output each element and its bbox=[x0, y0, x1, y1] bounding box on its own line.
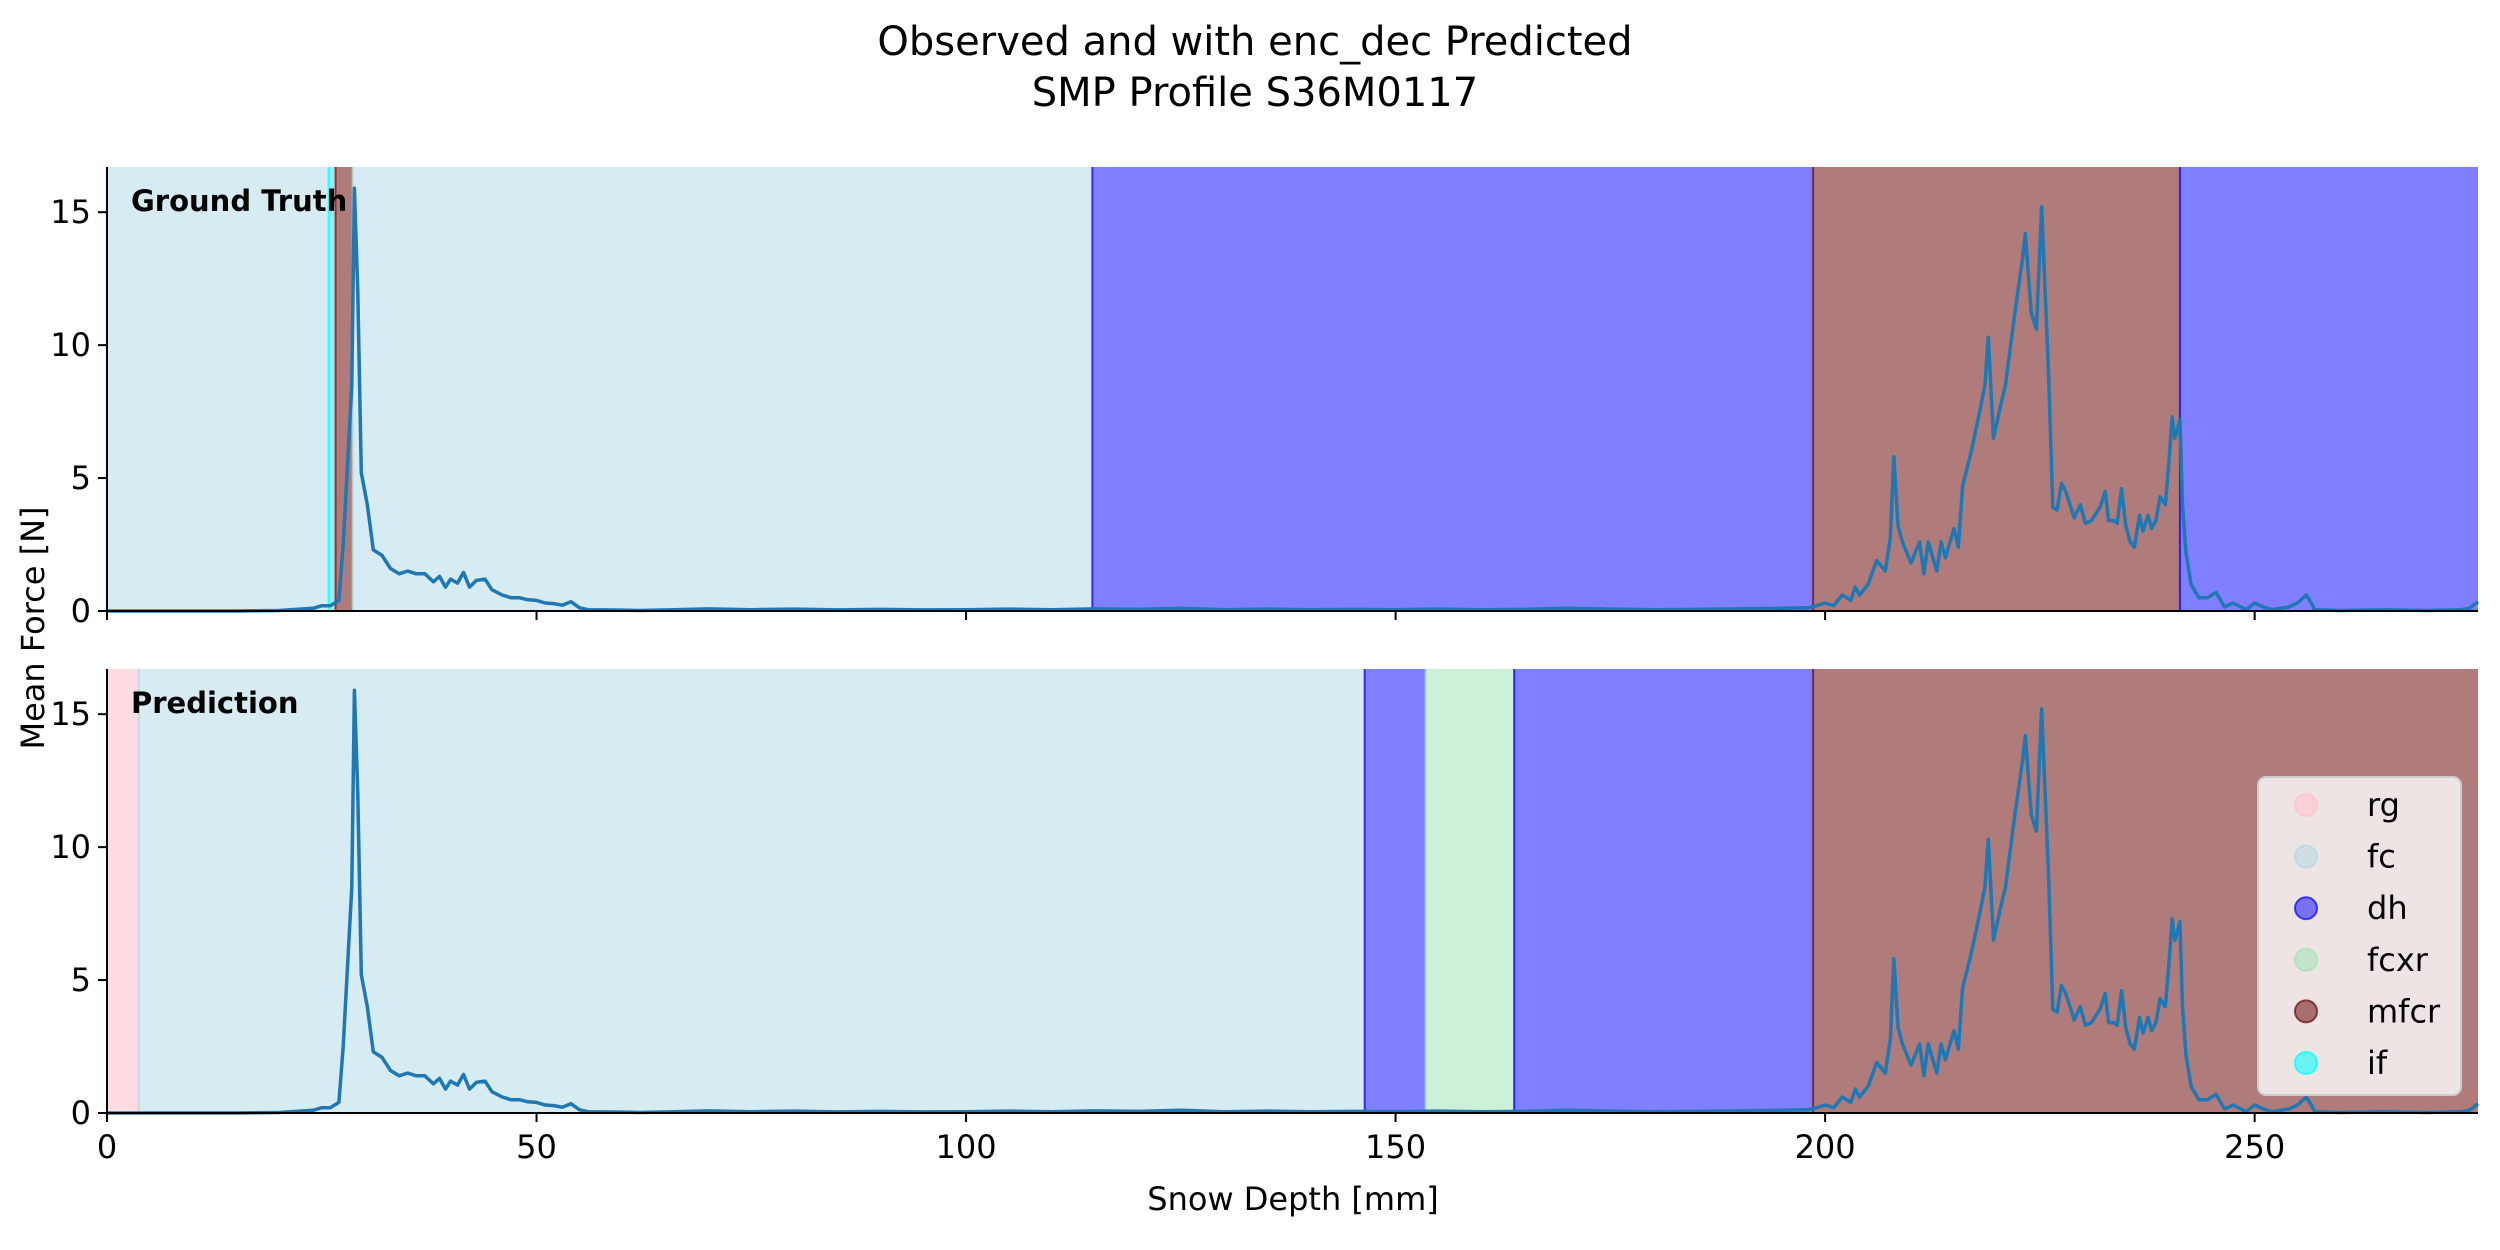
class-span-fc bbox=[352, 167, 1093, 611]
y-tick-label: 5 bbox=[71, 459, 91, 497]
class-span-mfcr bbox=[335, 167, 353, 611]
y-tick-label: 5 bbox=[71, 961, 91, 999]
panel-label: Prediction bbox=[131, 686, 299, 720]
class-span-fc bbox=[107, 167, 329, 611]
x-tick-label: 0 bbox=[97, 1128, 117, 1166]
x-tick-label: 100 bbox=[936, 1128, 997, 1166]
legend-marker-rg bbox=[2294, 793, 2318, 817]
panel-label: Ground Truth bbox=[131, 184, 347, 218]
legend-marker-fcxr bbox=[2294, 947, 2318, 972]
x-tick-label: 50 bbox=[516, 1128, 557, 1166]
class-span-dh bbox=[1514, 669, 1814, 1113]
class-span-fcxr bbox=[1425, 669, 1515, 1113]
x-tick-label: 200 bbox=[1795, 1128, 1856, 1166]
legend-marker-fc bbox=[2294, 844, 2318, 869]
y-tick-label: 15 bbox=[50, 695, 91, 733]
y-tick-label: 10 bbox=[50, 828, 91, 866]
legend-label-fc: fc bbox=[2367, 838, 2396, 876]
class-span-fc bbox=[138, 669, 1365, 1113]
legend-marker-dh bbox=[2294, 896, 2318, 921]
force-series-line bbox=[107, 186, 2480, 613]
y-tick-label: 0 bbox=[71, 1094, 91, 1132]
x-tick-label: 150 bbox=[1365, 1128, 1426, 1166]
legend-marker-mfcr bbox=[2294, 999, 2318, 1024]
class-span-dh bbox=[1364, 669, 1426, 1113]
legend: rg fc dh fcxr mfcr if bbox=[2257, 776, 2462, 1096]
chart-title-line-2: SMP Profile S36M0117 bbox=[1032, 70, 1478, 116]
class-span-fc bbox=[332, 167, 336, 611]
y-tick-label: 0 bbox=[71, 592, 91, 630]
class-span-mfcr bbox=[1813, 167, 2180, 611]
y-axis-label: Mean Force [N] bbox=[14, 506, 52, 749]
legend-label-mfcr: mfcr bbox=[2367, 992, 2441, 1030]
class-span-dh bbox=[1092, 167, 1814, 611]
y-tick-label: 10 bbox=[50, 326, 91, 364]
force-series-line bbox=[107, 688, 2480, 1115]
legend-label-if: if bbox=[2367, 1044, 2388, 1082]
legend-label-fcxr: fcxr bbox=[2367, 941, 2429, 979]
x-axis-label: Snow Depth [mm] bbox=[1147, 1180, 1438, 1218]
x-tick-label: 250 bbox=[2224, 1128, 2285, 1166]
class-span-dh bbox=[2179, 167, 2478, 611]
chart-title-line-1: Observed and with enc_dec Predicted bbox=[877, 19, 1632, 65]
legend-frame bbox=[2257, 776, 2462, 1096]
legend-label-dh: dh bbox=[2367, 889, 2408, 927]
legend-label-rg: rg bbox=[2367, 786, 2400, 824]
y-tick-label: 15 bbox=[50, 193, 91, 231]
panel-ground-truth: 0 5 10 15 Ground Truth bbox=[50, 167, 2480, 630]
legend-marker-if bbox=[2294, 1051, 2318, 1075]
class-span-if bbox=[328, 167, 333, 611]
class-span-rg bbox=[107, 669, 139, 1113]
